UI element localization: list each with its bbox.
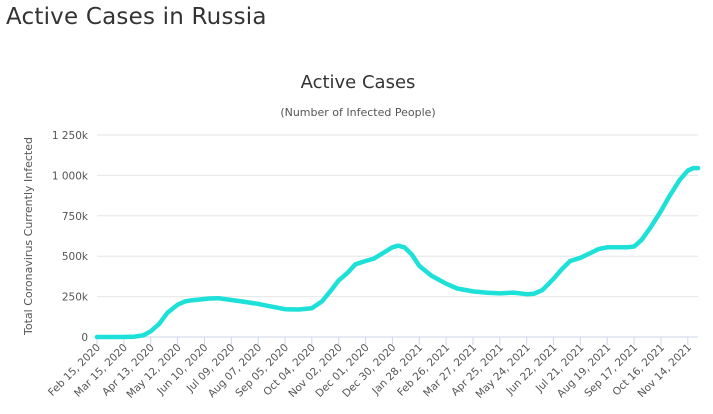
- y-tick-label: 0: [81, 332, 88, 344]
- grid-lines: [97, 134, 698, 298]
- y-tick-label: 250k: [62, 292, 89, 304]
- y-tick-label: 500k: [62, 251, 89, 263]
- chart-title: Active Cases: [301, 72, 416, 93]
- page-title: Active Cases in Russia: [6, 4, 267, 30]
- y-tick-label: 750k: [62, 211, 89, 223]
- y-tick-label: 1 250k: [52, 130, 89, 142]
- chart-subtitle: (Number of Infected People): [280, 106, 435, 119]
- series-group: [94, 165, 701, 340]
- series-line: [94, 165, 701, 340]
- y-tick-label: 1 000k: [52, 170, 89, 182]
- y-axis-ticks: 0 250k 500k 750k 1 000k 1 250k: [52, 130, 89, 344]
- y-axis-title: Total Coronavirus Currently Infected: [22, 137, 35, 336]
